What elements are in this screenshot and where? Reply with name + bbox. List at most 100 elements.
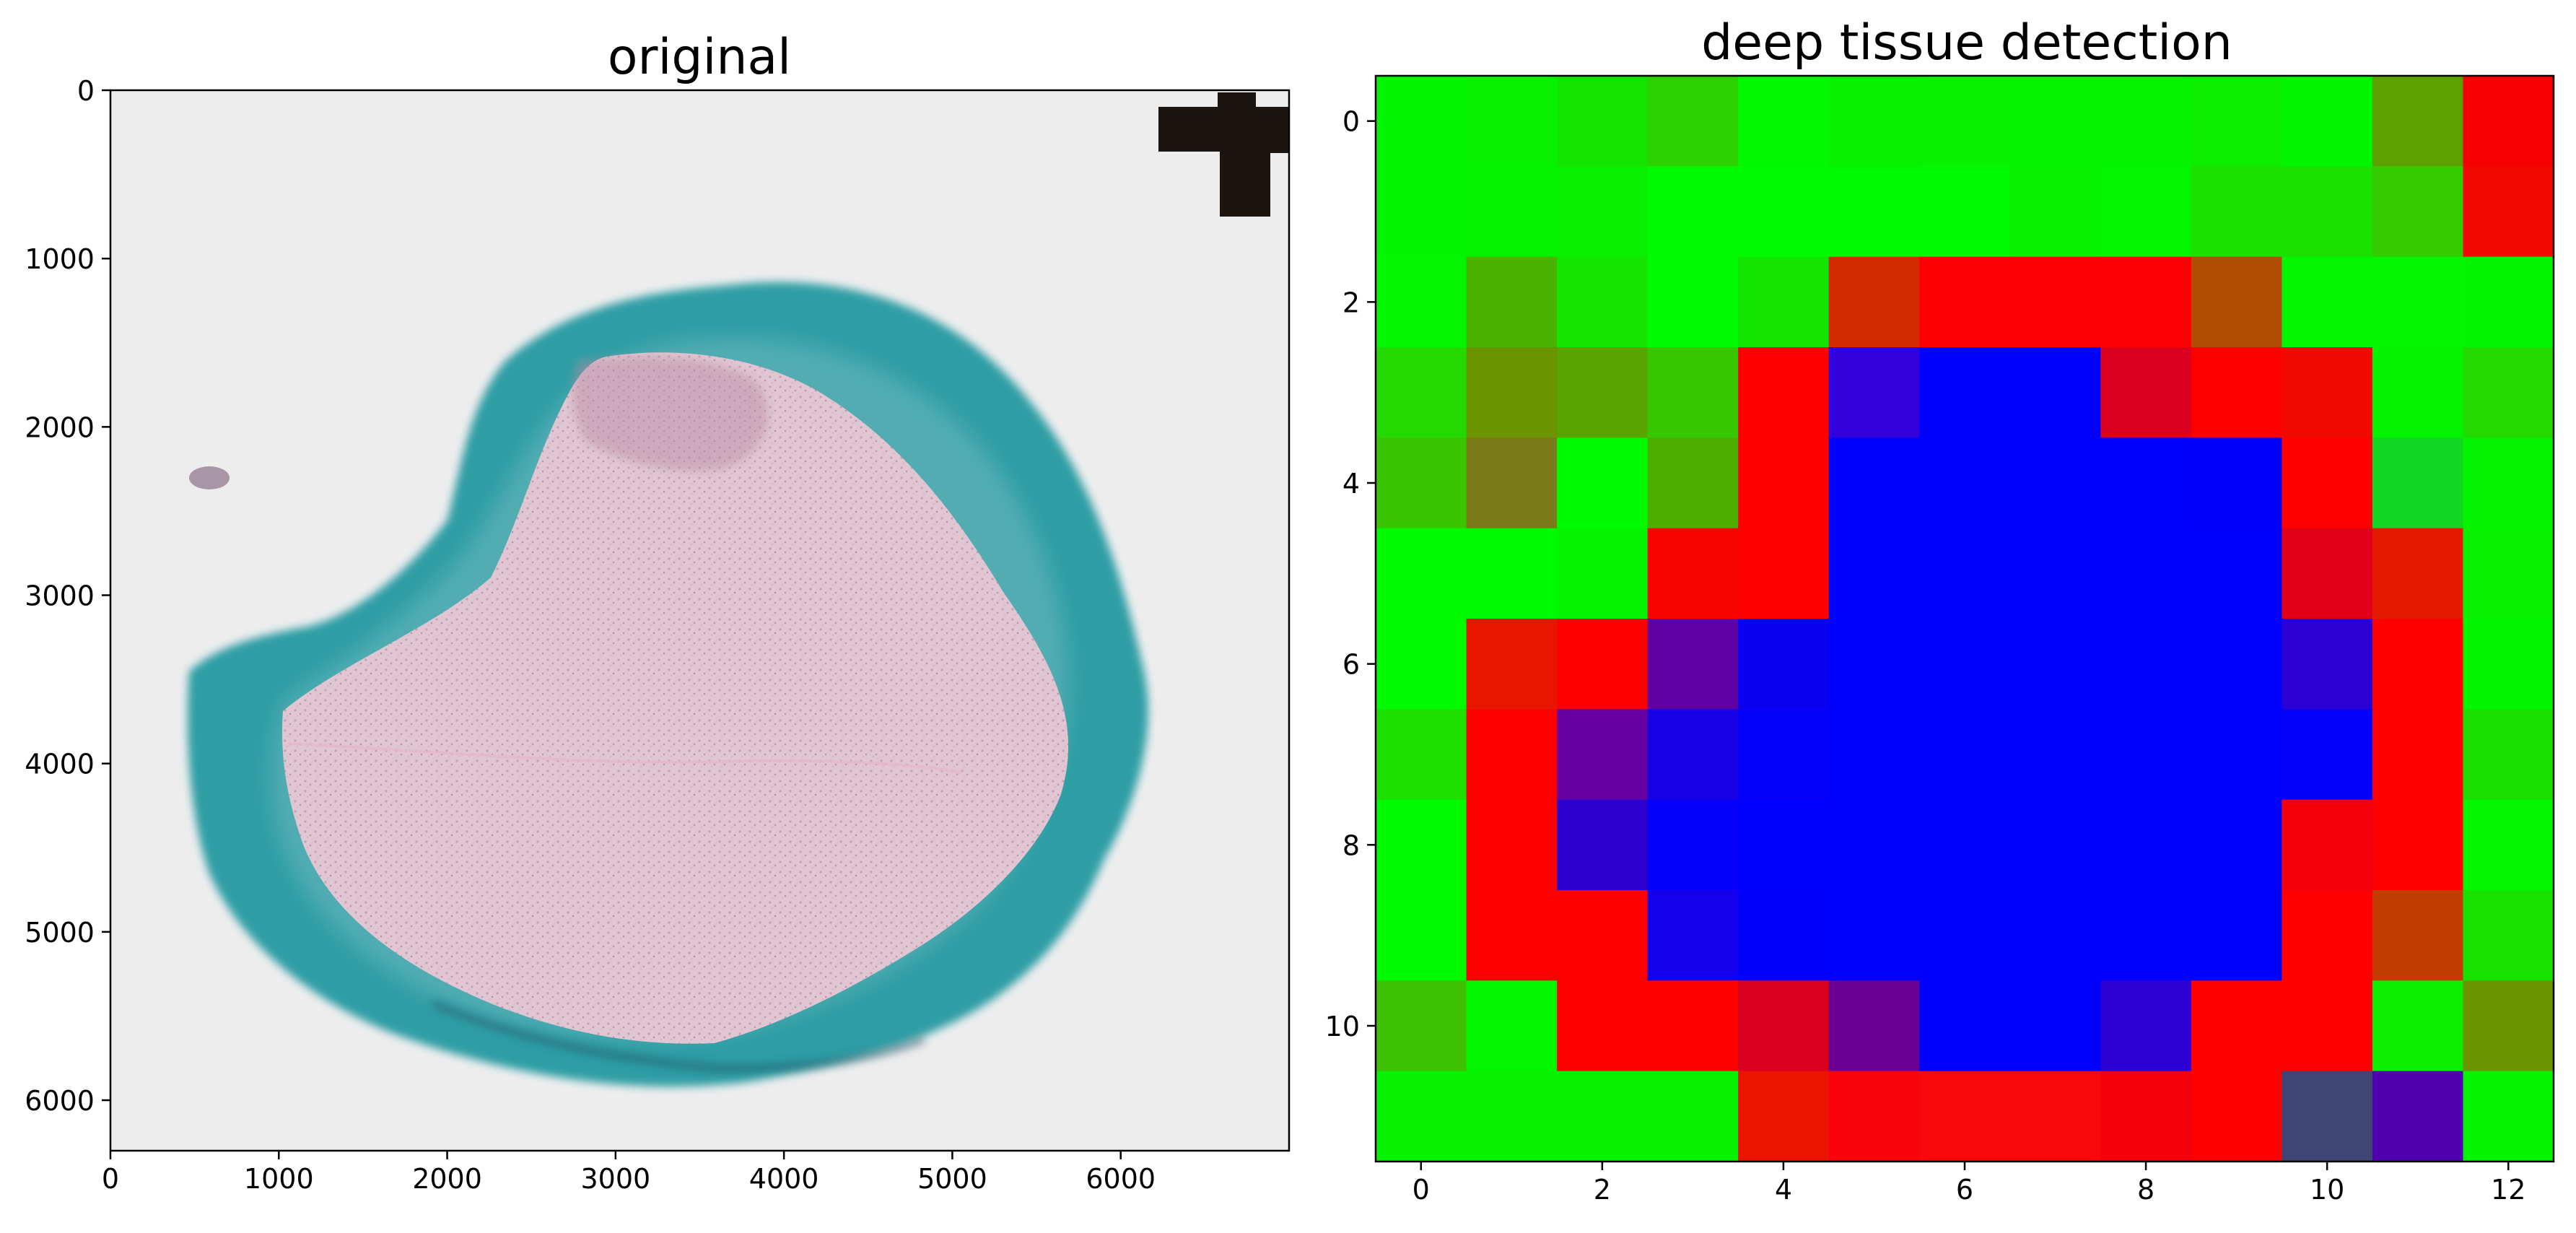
original-axes-frame	[109, 89, 1291, 1152]
heatmap-cell	[1738, 709, 1830, 801]
heatmap-cell	[1557, 890, 1649, 981]
heatmap-cell	[2463, 76, 2554, 167]
heatmap-cell	[1919, 347, 2011, 438]
heatmap-cell	[1557, 256, 1649, 348]
heatmap-cell	[1376, 437, 1467, 529]
original-ticks: 0 1000 2000 3000 4000 5000 6000 0 1000 2000 3000 40…	[25, 75, 1156, 1195]
heatmap-cell	[1738, 166, 1830, 258]
heatmap-cell	[1466, 890, 1558, 981]
heatmap-cell	[2100, 256, 2192, 348]
heatmap-cell	[1557, 980, 1649, 1072]
heatmap-cell	[2009, 799, 2101, 891]
heatmap-cell	[1376, 166, 1467, 258]
heatmap-cell	[2100, 437, 2192, 529]
heatmap-cell	[1919, 256, 2011, 348]
heatmap-cell	[2372, 1071, 2464, 1162]
heatmap-cell	[2009, 1071, 2101, 1162]
heatmap-cell	[1557, 528, 1649, 619]
heatmap-cell	[2463, 437, 2554, 529]
heatmap-cell	[2009, 347, 2101, 438]
heatmap-cell	[1557, 709, 1649, 801]
heatmap-cell	[1738, 347, 1830, 438]
heatmap-cell	[2009, 166, 2101, 258]
heatmap-cell	[2191, 437, 2282, 529]
heatmap-cell	[2463, 347, 2554, 438]
heatmap-cell	[1919, 528, 2011, 619]
heatmap-cell	[2191, 528, 2282, 619]
heatmap-cell	[2372, 256, 2464, 348]
heatmap-cell	[2100, 1071, 2192, 1162]
original-panel: original 0 1000 2000 3000 4000 5000 6000 0 1000 2…	[25, 29, 1291, 1195]
original-title: original	[608, 29, 791, 86]
heatmap-cell	[1919, 890, 2011, 981]
heatmap-cell	[2372, 76, 2464, 167]
heatmap-cell	[2191, 980, 2282, 1072]
heatmap-cell	[2372, 166, 2464, 258]
heatmap-cell	[2282, 619, 2373, 710]
original-xtick-label: 1000	[244, 1163, 314, 1195]
original-ytick-label: 1000	[25, 243, 95, 275]
heatmap-cell	[2282, 347, 2373, 438]
original-xtick-label: 5000	[917, 1163, 987, 1195]
heatmap-cell	[2009, 528, 2101, 619]
heatmap-cell	[1647, 347, 1739, 438]
heatmap-cell	[1647, 890, 1739, 981]
heatmap-cell	[1466, 347, 1558, 438]
heatmap-cell	[1828, 980, 1920, 1072]
heatmap-cell	[1466, 980, 1558, 1072]
heatmap-cell	[1647, 166, 1739, 258]
heatmap-cell	[2191, 347, 2282, 438]
heatmap-ytick-label: 0	[1342, 106, 1360, 138]
original-ytick-label: 3000	[25, 580, 95, 612]
heatmap-cell	[1376, 799, 1467, 891]
heatmap-cell	[1557, 437, 1649, 529]
heatmap-cell	[1828, 76, 1920, 167]
heatmap-cell	[1738, 437, 1830, 529]
heatmap-ytick-label: 10	[1325, 1011, 1360, 1042]
heatmap-cell	[1828, 799, 1920, 891]
heatmap-ticks: 0 2 4 6 8 10 12 0 2 4 6 8 10	[1325, 106, 2526, 1206]
marker-cross	[1158, 92, 1289, 217]
heatmap-cell	[2282, 437, 2373, 529]
heatmap-cell	[2100, 709, 2192, 801]
heatmap-cell	[2100, 980, 2192, 1072]
heatmap-cell	[2463, 799, 2554, 891]
heatmap-cell	[1466, 709, 1558, 801]
original-ytick-label: 6000	[25, 1085, 95, 1117]
heatmap-cell	[1376, 709, 1467, 801]
heatmap-cell	[1557, 619, 1649, 710]
heatmap-cell	[1557, 166, 1649, 258]
heatmap-cell	[1738, 980, 1830, 1072]
original-xtick-label: 0	[102, 1163, 119, 1195]
original-ytick-label: 5000	[25, 917, 95, 949]
heatmap-cell	[1647, 437, 1739, 529]
heatmap-cell	[2372, 890, 2464, 981]
heatmap-cell	[2282, 256, 2373, 348]
heatmap-cell	[2463, 619, 2554, 710]
heatmap-cell	[2372, 528, 2464, 619]
heatmap-cell	[2463, 1071, 2554, 1162]
heatmap-cell	[2463, 528, 2554, 619]
heatmap-cell	[2372, 619, 2464, 710]
heatmap-cell	[1647, 799, 1739, 891]
heatmap-cell	[2372, 437, 2464, 529]
tissue-fold	[288, 742, 961, 774]
heatmap-cell	[1828, 437, 1920, 529]
heatmap-cell	[1466, 619, 1558, 710]
heatmap-cell	[2100, 166, 2192, 258]
heatmap-cell	[1647, 980, 1739, 1072]
heatmap-cell	[1828, 256, 1920, 348]
heatmap-ytick-label: 8	[1342, 829, 1360, 861]
heatmap-cell	[2372, 980, 2464, 1072]
heatmap-cell	[1919, 1071, 2011, 1162]
heatmap-cell	[1828, 166, 1920, 258]
tissue-core-texture	[281, 352, 1069, 1044]
heatmap-cell	[1466, 1071, 1558, 1162]
heatmap-cell	[2009, 256, 2101, 348]
heatmap-cell	[2009, 709, 2101, 801]
original-xtick-label: 2000	[412, 1163, 482, 1195]
original-image	[110, 90, 1289, 1151]
heatmap-cell	[1919, 76, 2011, 167]
heatmap-cell	[1466, 437, 1558, 529]
heatmap-cells	[1376, 76, 2554, 1162]
